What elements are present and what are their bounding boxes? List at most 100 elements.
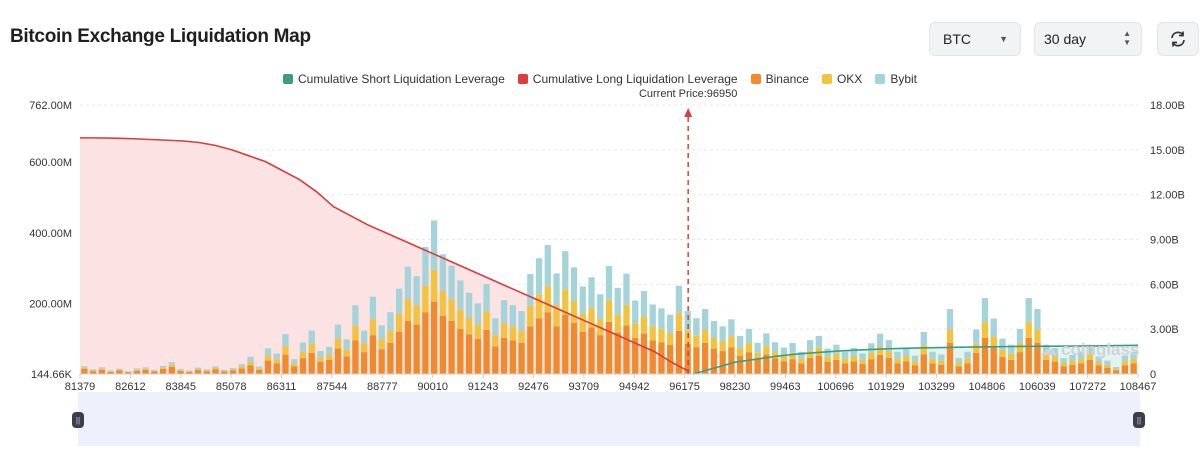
bar-bybit <box>815 335 822 348</box>
legend-binance[interactable]: Binance <box>750 72 809 86</box>
bar-okx <box>728 336 735 348</box>
bar-okx <box>378 339 385 350</box>
bar-binance <box>343 356 350 374</box>
bar-bybit <box>570 267 578 301</box>
bar-bybit <box>465 292 473 318</box>
bar-bybit <box>203 369 210 371</box>
bar-okx <box>876 346 884 355</box>
bar-binance <box>789 359 796 374</box>
bar-okx <box>159 367 167 370</box>
bar-bybit <box>273 353 280 360</box>
bar-okx <box>326 354 333 360</box>
bar-okx <box>946 329 954 343</box>
bar-binance <box>973 352 980 374</box>
bar-okx <box>754 352 761 360</box>
bar-binance <box>605 321 613 374</box>
bar-binance <box>247 365 254 374</box>
bar-bybit <box>1051 348 1059 357</box>
bar-okx <box>273 359 280 364</box>
bar-bybit <box>632 300 639 324</box>
bar-bybit <box>693 318 700 336</box>
bar-okx <box>116 369 123 371</box>
x-tick-label: 93709 <box>569 381 600 393</box>
range-select[interactable]: 30 day ▲ ▼ <box>1034 22 1142 56</box>
bar-binance <box>841 363 849 374</box>
current-price-arrow <box>684 108 693 117</box>
bar-binance <box>396 331 403 374</box>
bar-okx <box>1130 358 1137 364</box>
bar-okx <box>500 323 508 338</box>
x-tick-label: 96175 <box>669 381 700 393</box>
range-slider[interactable] <box>78 392 1140 446</box>
bar-okx <box>973 343 980 353</box>
bar-bybit <box>212 366 219 368</box>
bar-binance <box>457 328 464 374</box>
bar-bybit <box>798 351 805 359</box>
bar-okx <box>1016 342 1024 353</box>
legend-long[interactable]: Cumulative Long Liquidation Leverage <box>517 72 738 86</box>
bar-okx <box>632 323 639 338</box>
bar-bybit <box>168 361 175 365</box>
legend-short[interactable]: Cumulative Short Liquidation Leverage <box>282 72 505 86</box>
bar-bybit <box>326 346 333 355</box>
bar-okx <box>745 342 753 353</box>
bar-bybit <box>719 326 726 342</box>
bar-bybit <box>439 254 447 292</box>
bar-bybit <box>938 354 945 361</box>
bar-binance <box>614 332 621 374</box>
bar-bybit <box>833 344 840 354</box>
bar-binance <box>710 348 718 374</box>
bar-bybit <box>264 348 272 356</box>
bar-binance <box>745 352 753 374</box>
bar-bybit <box>999 338 1006 350</box>
bar-okx <box>868 352 875 360</box>
bar-binance <box>1069 364 1076 374</box>
bar-binance <box>981 337 989 374</box>
bar-bybit <box>885 340 892 351</box>
slider-handle-left[interactable]: || <box>72 412 84 428</box>
bar-bybit <box>396 288 403 314</box>
bar-binance <box>763 354 770 374</box>
y-left-tick-label: 600.00M <box>29 157 72 169</box>
bar-binance <box>387 342 394 374</box>
bar-bybit <box>1112 366 1120 370</box>
bar-binance <box>815 355 822 374</box>
bar-binance <box>579 331 586 374</box>
legend-bybit[interactable]: Bybit <box>875 72 917 86</box>
bar-binance <box>334 348 342 374</box>
bar-binance <box>509 340 516 374</box>
bar-bybit <box>177 369 184 371</box>
bar-bybit <box>544 245 551 286</box>
bar-okx <box>806 350 814 358</box>
bar-binance <box>597 335 604 374</box>
bar-bybit <box>107 370 114 372</box>
bar-okx <box>544 285 551 313</box>
slider-handle-right[interactable]: || <box>1133 412 1145 428</box>
symbol-select[interactable]: BTC ▼ <box>929 22 1021 56</box>
legend-okx[interactable]: OKX <box>821 72 862 86</box>
refresh-button[interactable] <box>1157 22 1199 56</box>
bar-okx <box>343 349 350 357</box>
short-cumulative-line <box>692 344 1139 375</box>
bar-binance <box>719 351 726 374</box>
bar-okx <box>841 358 849 364</box>
bar-okx <box>1095 361 1102 366</box>
legend-bybit-swatch <box>875 74 886 84</box>
bar-okx <box>142 368 149 370</box>
bar-okx <box>264 355 272 361</box>
bar-binance <box>264 360 272 374</box>
bar-bybit <box>229 367 237 370</box>
x-tick-label: 92476 <box>518 381 549 393</box>
bar-bybit <box>579 286 586 314</box>
bar-binance <box>903 361 910 374</box>
bar-okx <box>737 347 744 356</box>
bar-okx <box>256 368 263 370</box>
bar-okx <box>352 325 359 341</box>
bar-bybit <box>737 335 744 348</box>
x-tick-label: 103299 <box>918 381 955 393</box>
bar-okx <box>413 305 420 325</box>
bar-okx <box>177 370 184 371</box>
bar-okx <box>1025 322 1032 338</box>
bar-binance <box>798 363 805 374</box>
bar-binance <box>81 368 88 374</box>
